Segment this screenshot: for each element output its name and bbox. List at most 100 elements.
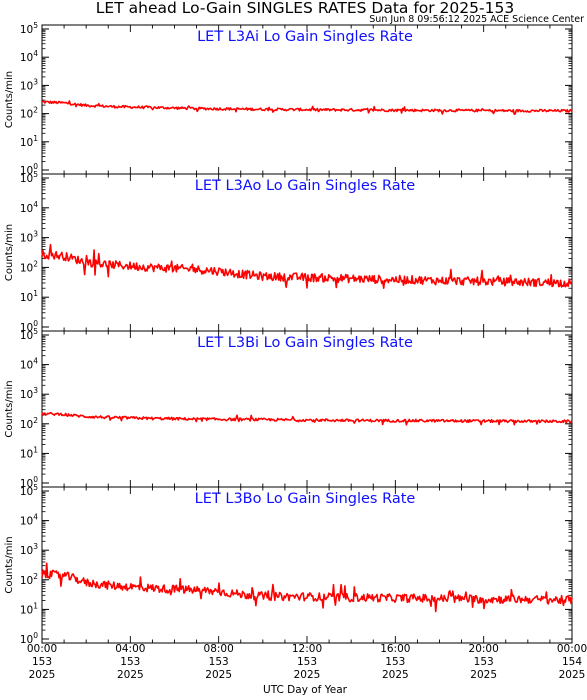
y-tick-base: 10 — [20, 419, 33, 431]
y-tick-label: 102 — [20, 106, 38, 121]
y-tick-label: 105 — [20, 21, 38, 36]
y-tick-base: 10 — [20, 203, 33, 215]
y-tick-exp: 2 — [33, 259, 38, 268]
y-tick-base: 10 — [20, 545, 33, 557]
y-tick-label: 101 — [20, 601, 38, 616]
series-line — [41, 100, 573, 115]
y-axis-label: Counts/min — [4, 536, 15, 593]
y-tick-label: 100 — [20, 319, 38, 334]
y-tick-label: 103 — [20, 230, 38, 245]
y-tick-exp: 0 — [33, 162, 38, 171]
x-tick-time: 00:00 — [557, 643, 587, 655]
y-tick-base: 10 — [20, 80, 33, 92]
y-axis-label: Counts/min — [4, 380, 15, 437]
panel-title: LET L3Ai Lo Gain Singles Rate — [197, 29, 413, 45]
y-tick-label: 101 — [20, 445, 38, 460]
y-tick-base: 10 — [20, 360, 33, 372]
x-tick-time: 16:00 — [380, 643, 410, 655]
x-tick-doy: 153 — [120, 656, 140, 668]
y-tick-exp: 5 — [33, 327, 38, 336]
y-tick-exp: 1 — [33, 134, 38, 143]
y-tick-base: 10 — [20, 389, 33, 401]
y-tick-label: 103 — [20, 77, 38, 92]
generation-timestamp: Sun Jun 8 09:56:12 2025 ACE Science Cent… — [369, 14, 584, 25]
x-tick-year: 2025 — [29, 669, 56, 681]
y-tick-exp: 2 — [33, 572, 38, 581]
y-tick-base: 10 — [20, 137, 33, 149]
y-tick-exp: 2 — [33, 416, 38, 425]
y-tick-base: 10 — [20, 52, 33, 64]
panel-title: LET L3Ao Lo Gain Singles Rate — [195, 178, 415, 194]
x-tick-doy: 154 — [562, 656, 582, 668]
y-tick-base: 10 — [20, 634, 33, 646]
series-line — [41, 562, 573, 613]
y-tick-base: 10 — [20, 604, 33, 616]
y-tick-exp: 4 — [33, 49, 38, 58]
x-tick-year: 2025 — [382, 669, 409, 681]
y-tick-base: 10 — [20, 165, 33, 177]
y-tick-exp: 3 — [33, 77, 38, 86]
x-tick-doy: 153 — [32, 656, 52, 668]
y-tick-label: 105 — [20, 483, 38, 498]
y-tick-base: 10 — [20, 575, 33, 587]
x-tick-time: 12:00 — [292, 643, 322, 655]
figure-title: LET ahead Lo-Gain SINGLES RATES Data for… — [96, 0, 514, 17]
y-tick-base: 10 — [20, 24, 33, 36]
y-tick-exp: 3 — [33, 230, 38, 239]
x-tick-year: 2025 — [205, 669, 232, 681]
y-tick-label: 101 — [20, 134, 38, 149]
x-tick-year: 2025 — [294, 669, 321, 681]
y-tick-exp: 4 — [33, 200, 38, 209]
series-line — [41, 411, 573, 426]
y-tick-exp: 1 — [33, 289, 38, 298]
y-tick-label: 100 — [20, 631, 38, 646]
y-tick-base: 10 — [20, 516, 33, 528]
y-tick-base: 10 — [20, 448, 33, 460]
y-tick-exp: 1 — [33, 601, 38, 610]
y-axis-label: Counts/min — [4, 224, 15, 281]
y-tick-exp: 0 — [33, 319, 38, 328]
y-axis-label: Counts/min — [4, 71, 15, 128]
y-tick-label: 102 — [20, 572, 38, 587]
y-tick-label: 103 — [20, 386, 38, 401]
y-tick-label: 100 — [20, 162, 38, 177]
y-tick-exp: 2 — [33, 106, 38, 115]
panel-frame — [41, 330, 573, 488]
panel-title: LET L3Bo Lo Gain Singles Rate — [195, 491, 416, 507]
y-tick-exp: 4 — [33, 513, 38, 522]
y-tick-exp: 5 — [33, 21, 38, 30]
y-tick-label: 104 — [20, 513, 38, 528]
y-tick-base: 10 — [20, 330, 33, 342]
panel-frame — [41, 24, 573, 175]
y-tick-label: 104 — [20, 49, 38, 64]
y-tick-base: 10 — [20, 233, 33, 245]
x-tick-year: 2025 — [470, 669, 497, 681]
y-tick-exp: 5 — [33, 170, 38, 179]
y-tick-exp: 3 — [33, 542, 38, 551]
x-tick-year: 2025 — [117, 669, 144, 681]
y-tick-label: 102 — [20, 259, 38, 274]
y-tick-exp: 0 — [33, 631, 38, 640]
x-tick-year: 2025 — [559, 669, 586, 681]
x-tick-time: 00:00 — [27, 643, 57, 655]
y-tick-label: 105 — [20, 170, 38, 185]
y-tick-label: 103 — [20, 542, 38, 557]
y-tick-exp: 5 — [33, 483, 38, 492]
y-tick-base: 10 — [20, 486, 33, 498]
y-tick-label: 101 — [20, 289, 38, 304]
panel-frame — [41, 486, 573, 644]
y-tick-exp: 0 — [33, 475, 38, 484]
y-tick-exp: 1 — [33, 445, 38, 454]
x-tick-doy: 153 — [385, 656, 405, 668]
y-tick-base: 10 — [20, 173, 33, 185]
